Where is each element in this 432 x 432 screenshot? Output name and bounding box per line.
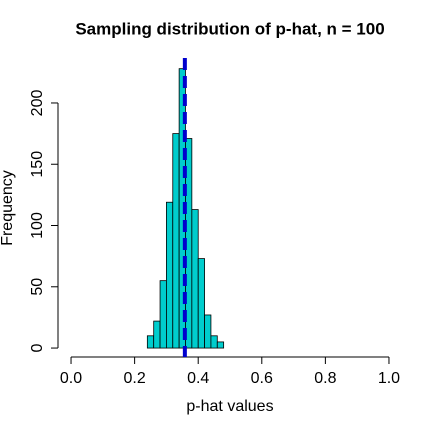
y-tick-label: 50 xyxy=(29,278,46,296)
x-tick-label: 0.2 xyxy=(123,370,145,387)
bar xyxy=(216,341,225,349)
y-tick-label: 100 xyxy=(29,212,46,239)
bar xyxy=(166,201,174,349)
x-axis-label: p-hat values xyxy=(186,398,273,415)
bar xyxy=(204,314,212,349)
x-tick-label: 0.0 xyxy=(60,370,82,387)
y-tick-label: 200 xyxy=(29,90,46,117)
x-tick-label: 0.4 xyxy=(187,370,209,387)
bar xyxy=(210,335,218,349)
bar xyxy=(191,209,199,349)
bar xyxy=(159,280,167,349)
bar xyxy=(172,133,180,349)
y-tick-label: 0 xyxy=(29,344,46,353)
x-tick-label: 0.8 xyxy=(314,370,336,387)
bar xyxy=(146,335,155,349)
y-axis-label: Frequency xyxy=(0,170,16,246)
bar xyxy=(197,258,205,349)
bar xyxy=(153,320,161,349)
x-tick-label: 0.6 xyxy=(251,370,273,387)
y-tick-label: 150 xyxy=(29,151,46,178)
chart-title: Sampling distribution of p-hat, n = 100 xyxy=(75,19,384,38)
x-tick-label: 1.0 xyxy=(378,370,400,387)
